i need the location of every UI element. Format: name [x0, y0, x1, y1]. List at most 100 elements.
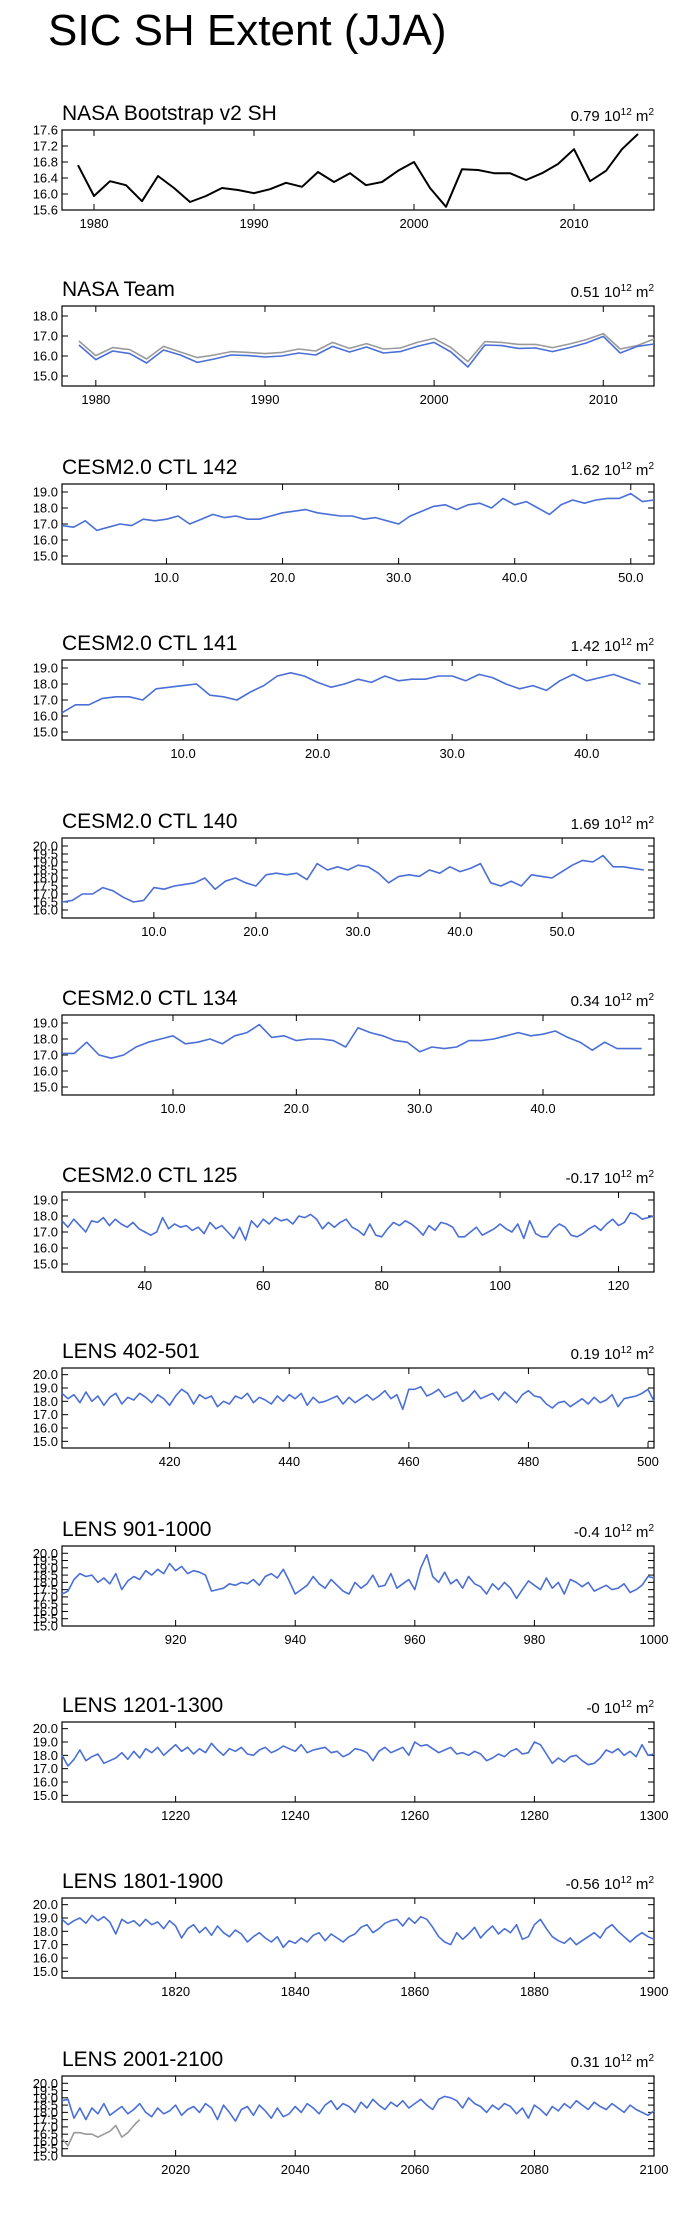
y-tick-label: 19.0	[33, 1735, 58, 1750]
panel-title: CESM2.0 CTL 142	[62, 456, 237, 479]
plot-frame	[61, 129, 655, 211]
trend-trend-value: -0	[586, 1700, 599, 1717]
y-tick-label: 19.0	[33, 485, 58, 500]
y-tick-label: 16.4	[33, 171, 58, 186]
chart-panel: LENS 901-1000 -0.4 1012 m2 15.015.516.016.…	[33, 1518, 669, 1647]
series-line	[61, 2095, 655, 2122]
chart-panel: NASA Team 0.51 1012 m2 15.0 16.0 17.0 18.0 198…	[33, 278, 655, 407]
y-tick-label: 18.0	[33, 501, 58, 516]
x-tick-label: 1300	[640, 1808, 669, 1823]
x-tick-label: 10.0	[160, 1101, 185, 1116]
series-line	[61, 1212, 655, 1241]
x-tick-label: 1840	[281, 1984, 310, 1999]
chart-panel: LENS 1801-1900 -0.56 1012 m215.016.017.01…	[33, 1870, 669, 1999]
x-tick-label: 460	[398, 1454, 420, 1469]
y-tick-label: 16.0	[33, 533, 58, 548]
y-tick-label: 16.8	[33, 155, 58, 170]
trend-trend-unit-exp: 12	[621, 992, 633, 1003]
y-tick-label: 17.0	[33, 1407, 58, 1422]
x-tick-label: 50.0	[549, 924, 574, 939]
y-tick-label: 17.0	[33, 1589, 58, 1604]
trend-trend-unit-tail: m	[632, 284, 649, 301]
x-tick-label: 2010	[589, 392, 618, 407]
trend-trend-unit-exp2: 2	[648, 815, 654, 826]
trend-trend-unit-exp2: 2	[648, 1523, 654, 1534]
chart-panel: CESM2.0 CTL 141 1.42 1012 m215.016.017.01…	[33, 632, 655, 761]
trend-trend-unit-exp2: 2	[648, 283, 654, 294]
trend-trend-unit-exp: 12	[621, 2053, 633, 2064]
y-tick-label: 16.0	[33, 1064, 58, 1079]
trend-trend-unit-exp: 12	[621, 815, 633, 826]
x-tick-label: 1000	[640, 1632, 669, 1647]
x-tick-label: 40.0	[502, 570, 527, 585]
y-tick-label: 19.0	[33, 1381, 58, 1396]
x-tick-label: 2040	[281, 2162, 310, 2177]
trend-trend-unit-exp: 12	[621, 283, 633, 294]
trend-trend-unit-base: 10	[600, 816, 621, 833]
plot-frame	[61, 659, 655, 741]
trend-trend-value: 0.51	[571, 284, 600, 301]
plot-frame	[61, 483, 655, 565]
y-tick-label: 16.0	[33, 709, 58, 724]
y-tick-label: 15.5	[33, 1611, 58, 1626]
trend-trend-unit-exp2: 2	[648, 461, 654, 472]
x-tick-label: 40.0	[530, 1101, 555, 1116]
series-line	[61, 1553, 655, 1600]
series-line	[77, 133, 639, 208]
y-tick-label: 16.5	[33, 1597, 58, 1612]
trend-trend-unit-tail: m	[632, 1876, 649, 1893]
y-tick-label: 15.0	[33, 1964, 58, 1979]
figure-title: SIC SH Extent (JJA)	[48, 6, 447, 55]
x-tick-label: 1990	[240, 216, 269, 231]
chart-panel: LENS 402-501 0.19 1012 m2 15.016.017.018.0…	[33, 1340, 659, 1469]
panel-title: CESM2.0 CTL 140	[62, 810, 237, 833]
trend-trend-unit-exp: 12	[621, 637, 633, 648]
y-tick-label: 15.0	[33, 549, 58, 564]
y-tick-label: 18.0	[33, 1209, 58, 1224]
y-tick-label: 17.5	[33, 879, 58, 894]
trend-label: -0.4 1012 m2	[574, 1523, 655, 1541]
trend-trend-value: 1.62	[571, 462, 600, 479]
y-tick-label: 15.0	[33, 1788, 58, 1803]
y-tick-label: 15.0	[33, 1257, 58, 1272]
x-tick-label: 2020	[161, 2162, 190, 2177]
y-tick-label: 19.5	[33, 1553, 58, 1568]
trend-trend-unit-exp: 12	[621, 107, 633, 118]
trend-label: 0.19 1012 m2	[571, 1345, 655, 1363]
trend-trend-unit-base: 10	[600, 284, 621, 301]
y-tick-label: 20.0	[33, 1897, 58, 1912]
x-tick-label: 40	[138, 1278, 152, 1293]
panel-title: LENS 1201-1300	[62, 1694, 223, 1717]
y-tick-label: 15.0	[33, 1619, 58, 1634]
x-tick-label: 2010	[560, 216, 589, 231]
y-tick-label: 15.0	[33, 2149, 58, 2164]
y-tick-label: 18.5	[33, 863, 58, 878]
y-tick-label: 17.0	[33, 693, 58, 708]
trend-trend-unit-exp2: 2	[648, 1169, 654, 1180]
x-tick-label: 30.0	[440, 746, 465, 761]
x-tick-label: 40.0	[447, 924, 472, 939]
trend-trend-value: 1.69	[571, 816, 600, 833]
trend-trend-unit-base: 10	[600, 2054, 621, 2071]
trend-trend-unit-base: 10	[600, 1876, 621, 1893]
x-tick-label: 1980	[81, 392, 110, 407]
y-tick-label: 18.0	[33, 2105, 58, 2120]
x-tick-label: 30.0	[407, 1101, 432, 1116]
y-tick-label: 20.0	[33, 1546, 58, 1561]
x-tick-label: 980	[524, 1632, 546, 1647]
trend-trend-unit-tail: m	[632, 108, 649, 125]
series-line	[61, 1914, 655, 1949]
y-tick-label: 19.0	[33, 661, 58, 676]
trend-trend-unit-exp2: 2	[648, 1345, 654, 1356]
series-line	[61, 1741, 655, 1767]
y-tick-label: 17.0	[33, 887, 58, 902]
x-tick-label: 960	[404, 1632, 426, 1647]
trend-label: 0.51 1012 m2	[571, 283, 655, 301]
trend-trend-unit-exp2: 2	[648, 637, 654, 648]
x-tick-label: 920	[165, 1632, 187, 1647]
trend-trend-unit-base: 10	[600, 993, 621, 1010]
trend-label: 1.69 1012 m2	[571, 815, 655, 833]
trend-trend-unit-exp: 12	[621, 1345, 633, 1356]
x-tick-label: 1900	[640, 1984, 669, 1999]
y-tick-label: 16.0	[33, 1951, 58, 1966]
